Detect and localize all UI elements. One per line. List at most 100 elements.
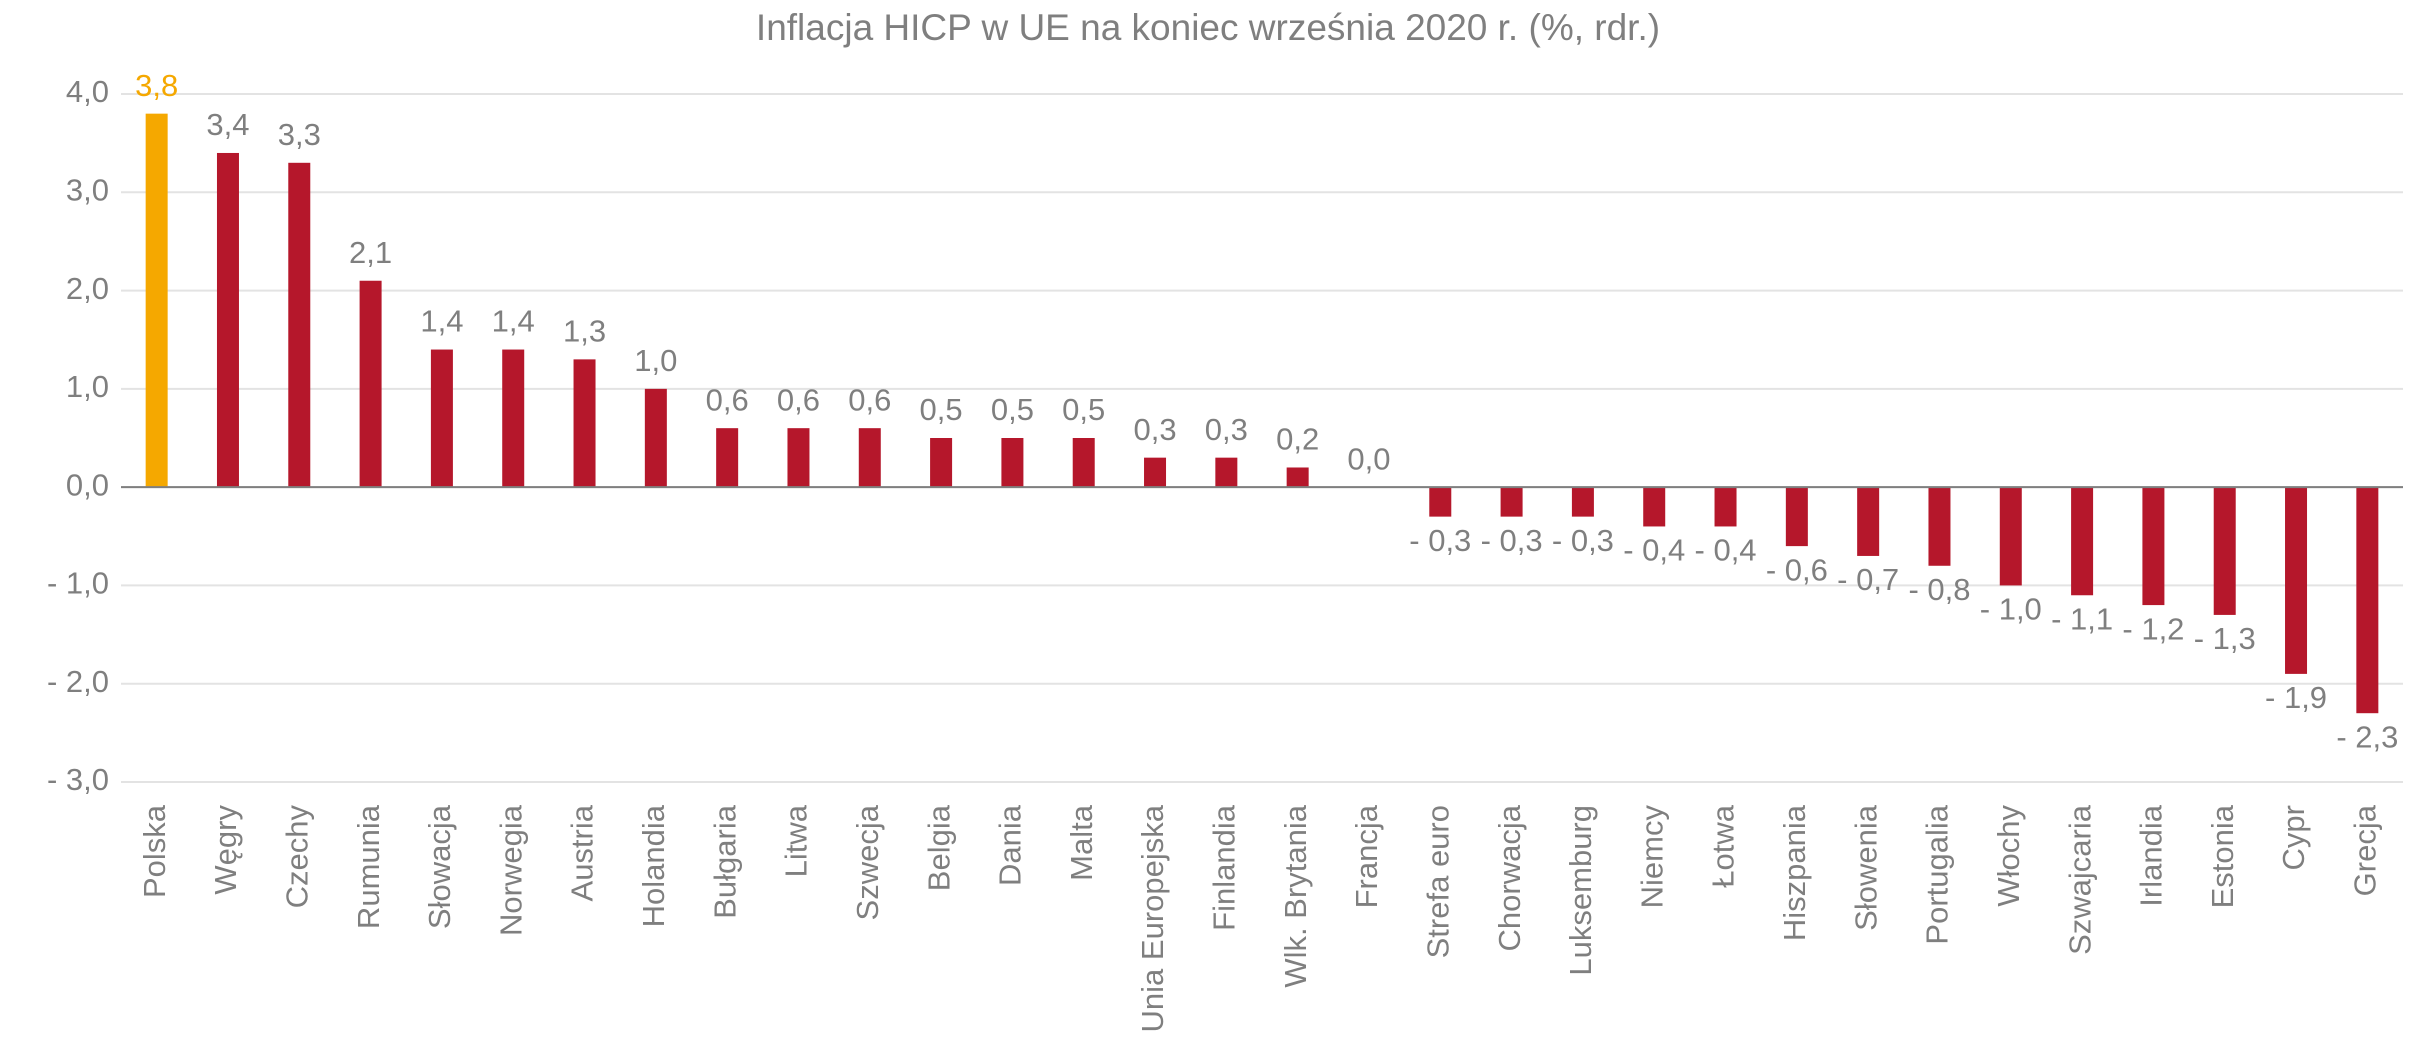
value-label: - 2,3 [2336,719,2398,754]
x-tick-label: Węgry [208,805,243,895]
value-label: 0,6 [706,382,749,417]
bar [2142,487,2165,606]
x-tick-label: Norwegia [493,804,528,936]
x-tick-label: Chorwacja [1492,804,1527,951]
x-tick-label: Portugalia [1920,804,1955,944]
value-label: 0,5 [920,392,963,427]
y-tick-label: - 2,0 [47,664,109,699]
x-tick-label: Malta [1064,804,1099,881]
x-tick-label: Czechy [279,805,314,909]
bar [216,152,239,488]
value-label: 1,4 [420,304,463,339]
value-label: - 0,3 [1481,523,1543,558]
bar [359,280,382,488]
value-label: - 0,3 [1552,523,1614,558]
bar [502,349,525,488]
y-tick-label: 1,0 [66,369,109,404]
bar [1429,487,1452,517]
x-tick-label: Polska [137,804,172,898]
value-label: 3,3 [278,117,321,152]
bar [2356,487,2379,714]
value-label: 0,5 [1062,392,1105,427]
y-tick-label: - 3,0 [47,762,109,797]
bar [1286,467,1309,488]
bar [1999,487,2022,586]
value-label: - 0,4 [1623,533,1685,568]
bar [930,438,953,488]
value-label: 3,4 [206,107,249,142]
chart-title: Inflacja HICP w UE na koniec września 20… [756,7,1660,48]
value-label: 3,8 [135,68,178,103]
x-tick-label: Niemcy [1634,805,1669,909]
x-tick-label: Luksemburg [1563,805,1598,976]
value-label: - 1,0 [1980,592,2042,627]
bar [1571,487,1594,517]
x-tick-label: Łotwa [1706,804,1741,887]
value-label: 0,3 [1133,412,1176,447]
x-tick-label: Rumunia [351,804,386,929]
x-tick-label: Wlk. Brytania [1278,804,1313,987]
bar [2071,487,2094,596]
x-tick-label: Francja [1349,804,1384,908]
value-label: 0,3 [1205,412,1248,447]
x-tick-label: Irlandia [2134,804,2169,906]
x-tick-label: Hiszpania [1777,804,1812,941]
bar [858,428,881,488]
bar [716,428,739,488]
x-tick-label: Słowacja [422,804,457,929]
bar [787,428,810,488]
bar [430,349,453,488]
value-label: - 1,9 [2265,680,2327,715]
x-tick-label: Dania [993,804,1028,886]
bar [1144,457,1167,488]
x-tick-label: Belgia [921,804,956,891]
x-tick-label: Litwa [779,804,814,877]
y-tick-label: 4,0 [66,74,109,109]
bar [1643,487,1666,527]
value-label: - 0,8 [1908,572,1970,607]
bar [1001,438,1024,488]
bar [573,359,596,488]
value-label: 0,6 [848,382,891,417]
value-label: - 1,1 [2051,601,2113,636]
y-tick-label: 3,0 [66,172,109,207]
value-label: - 1,2 [2122,611,2184,646]
value-label: - 0,6 [1766,552,1828,587]
x-tick-label: Finlandia [1207,804,1242,931]
x-tick-label: Holandia [636,804,671,927]
bar [1857,487,1880,556]
x-tick-label: Włochy [1991,805,2026,907]
bar [2285,487,2308,674]
x-tick-label: Słowenia [1848,804,1883,931]
bar [1714,487,1737,527]
bar [1928,487,1951,566]
y-tick-label: 0,0 [66,467,109,502]
value-label: - 0,4 [1695,533,1757,568]
value-label: 1,3 [563,314,606,349]
value-label: 0,6 [777,382,820,417]
bar [1785,487,1808,547]
x-tick-label: Unia Europejska [1135,804,1170,1032]
x-tick-label: Strefa euro [1420,805,1455,958]
value-label: 2,1 [349,235,392,270]
y-tick-label: 2,0 [66,271,109,306]
x-tick-label: Grecja [2348,804,2383,896]
x-tick-label: Bułgaria [707,804,742,918]
x-tick-label: Estonia [2205,804,2240,908]
value-label: 1,4 [492,304,535,339]
x-tick-label: Szwecja [850,804,885,920]
bar [288,162,311,488]
bar [644,388,667,488]
value-label: - 0,7 [1837,562,1899,597]
x-tick-label: Szwajcaria [2062,804,2097,955]
value-label: - 0,3 [1409,523,1471,558]
y-tick-label: - 1,0 [47,566,109,601]
x-tick-label: Austria [565,804,600,901]
value-label: 0,0 [1347,441,1390,476]
value-label: 0,2 [1276,422,1319,457]
bar [1215,457,1238,488]
bar [2213,487,2236,615]
x-tick-label: Cypr [2276,805,2311,870]
bar [1072,438,1095,488]
